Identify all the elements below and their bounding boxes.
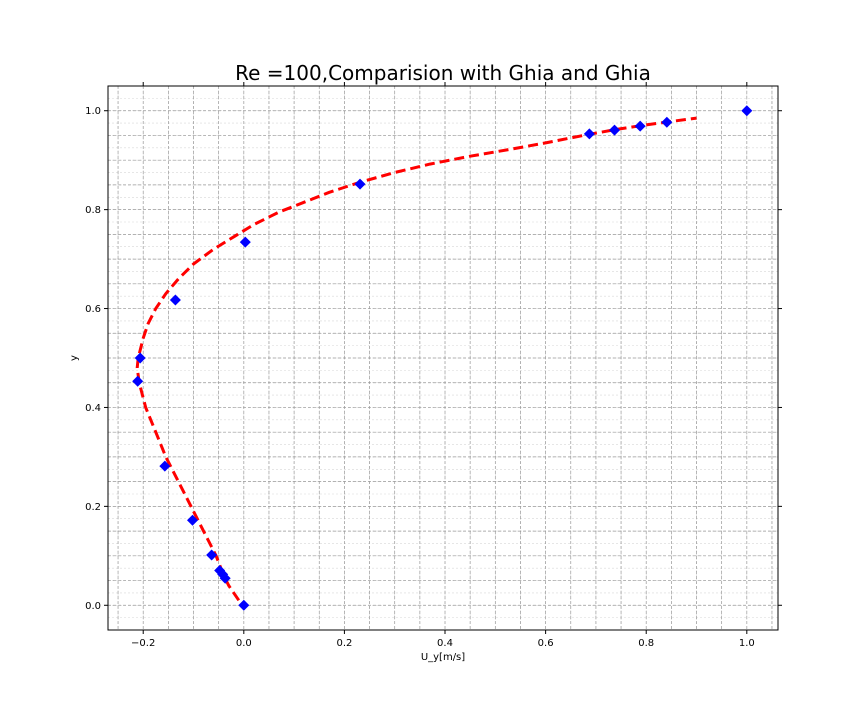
y-tick-label: 0.8 (85, 205, 101, 216)
y-tick-label: 1.0 (85, 106, 101, 117)
data-point-marker (354, 178, 366, 190)
data-point-marker (206, 549, 218, 561)
data-point-marker (132, 375, 144, 387)
data-point-marker (634, 120, 646, 132)
y-tick-label: 0.2 (85, 502, 101, 513)
data-point-marker (187, 514, 199, 526)
y-tick-label: 0.0 (85, 601, 101, 612)
x-tick-label: 1.0 (739, 638, 755, 649)
data-point-marker (661, 116, 673, 128)
data-point-marker (134, 352, 146, 364)
y-tick-label: 0.6 (85, 304, 101, 315)
series-line (135, 116, 697, 602)
x-tick-label: −0.2 (131, 638, 155, 649)
data-point-marker (159, 460, 171, 472)
x-tick-label: 0.4 (437, 638, 453, 649)
data-point-marker (741, 105, 753, 117)
x-tick-label: 0.0 (236, 638, 252, 649)
x-tick-label: 0.6 (538, 638, 554, 649)
data-point-marker (583, 128, 595, 140)
x-tick-label: 0.8 (638, 638, 654, 649)
data-point-marker (169, 294, 181, 306)
data-point-marker (239, 236, 251, 248)
data-point-marker (238, 599, 250, 611)
x-axis-label: U_y[m/s] (421, 652, 465, 663)
data-point-marker (214, 565, 226, 577)
series-layer (132, 105, 753, 611)
x-tick-label: 0.2 (336, 638, 352, 649)
y-axis-label: y (69, 355, 80, 361)
y-tick-label: 0.4 (85, 403, 101, 414)
data-point-marker (609, 124, 621, 136)
axis-ticks: −0.2 0.0 0.2 0.4 0.6 0.8 1.0 0.0 0.2 0.4 0.6 0.8 1.0 (85, 82, 782, 649)
grid (108, 86, 778, 631)
plot-frame (107, 85, 779, 631)
chart-title: Re =100,Comparision with Ghia and Ghia (235, 61, 651, 85)
